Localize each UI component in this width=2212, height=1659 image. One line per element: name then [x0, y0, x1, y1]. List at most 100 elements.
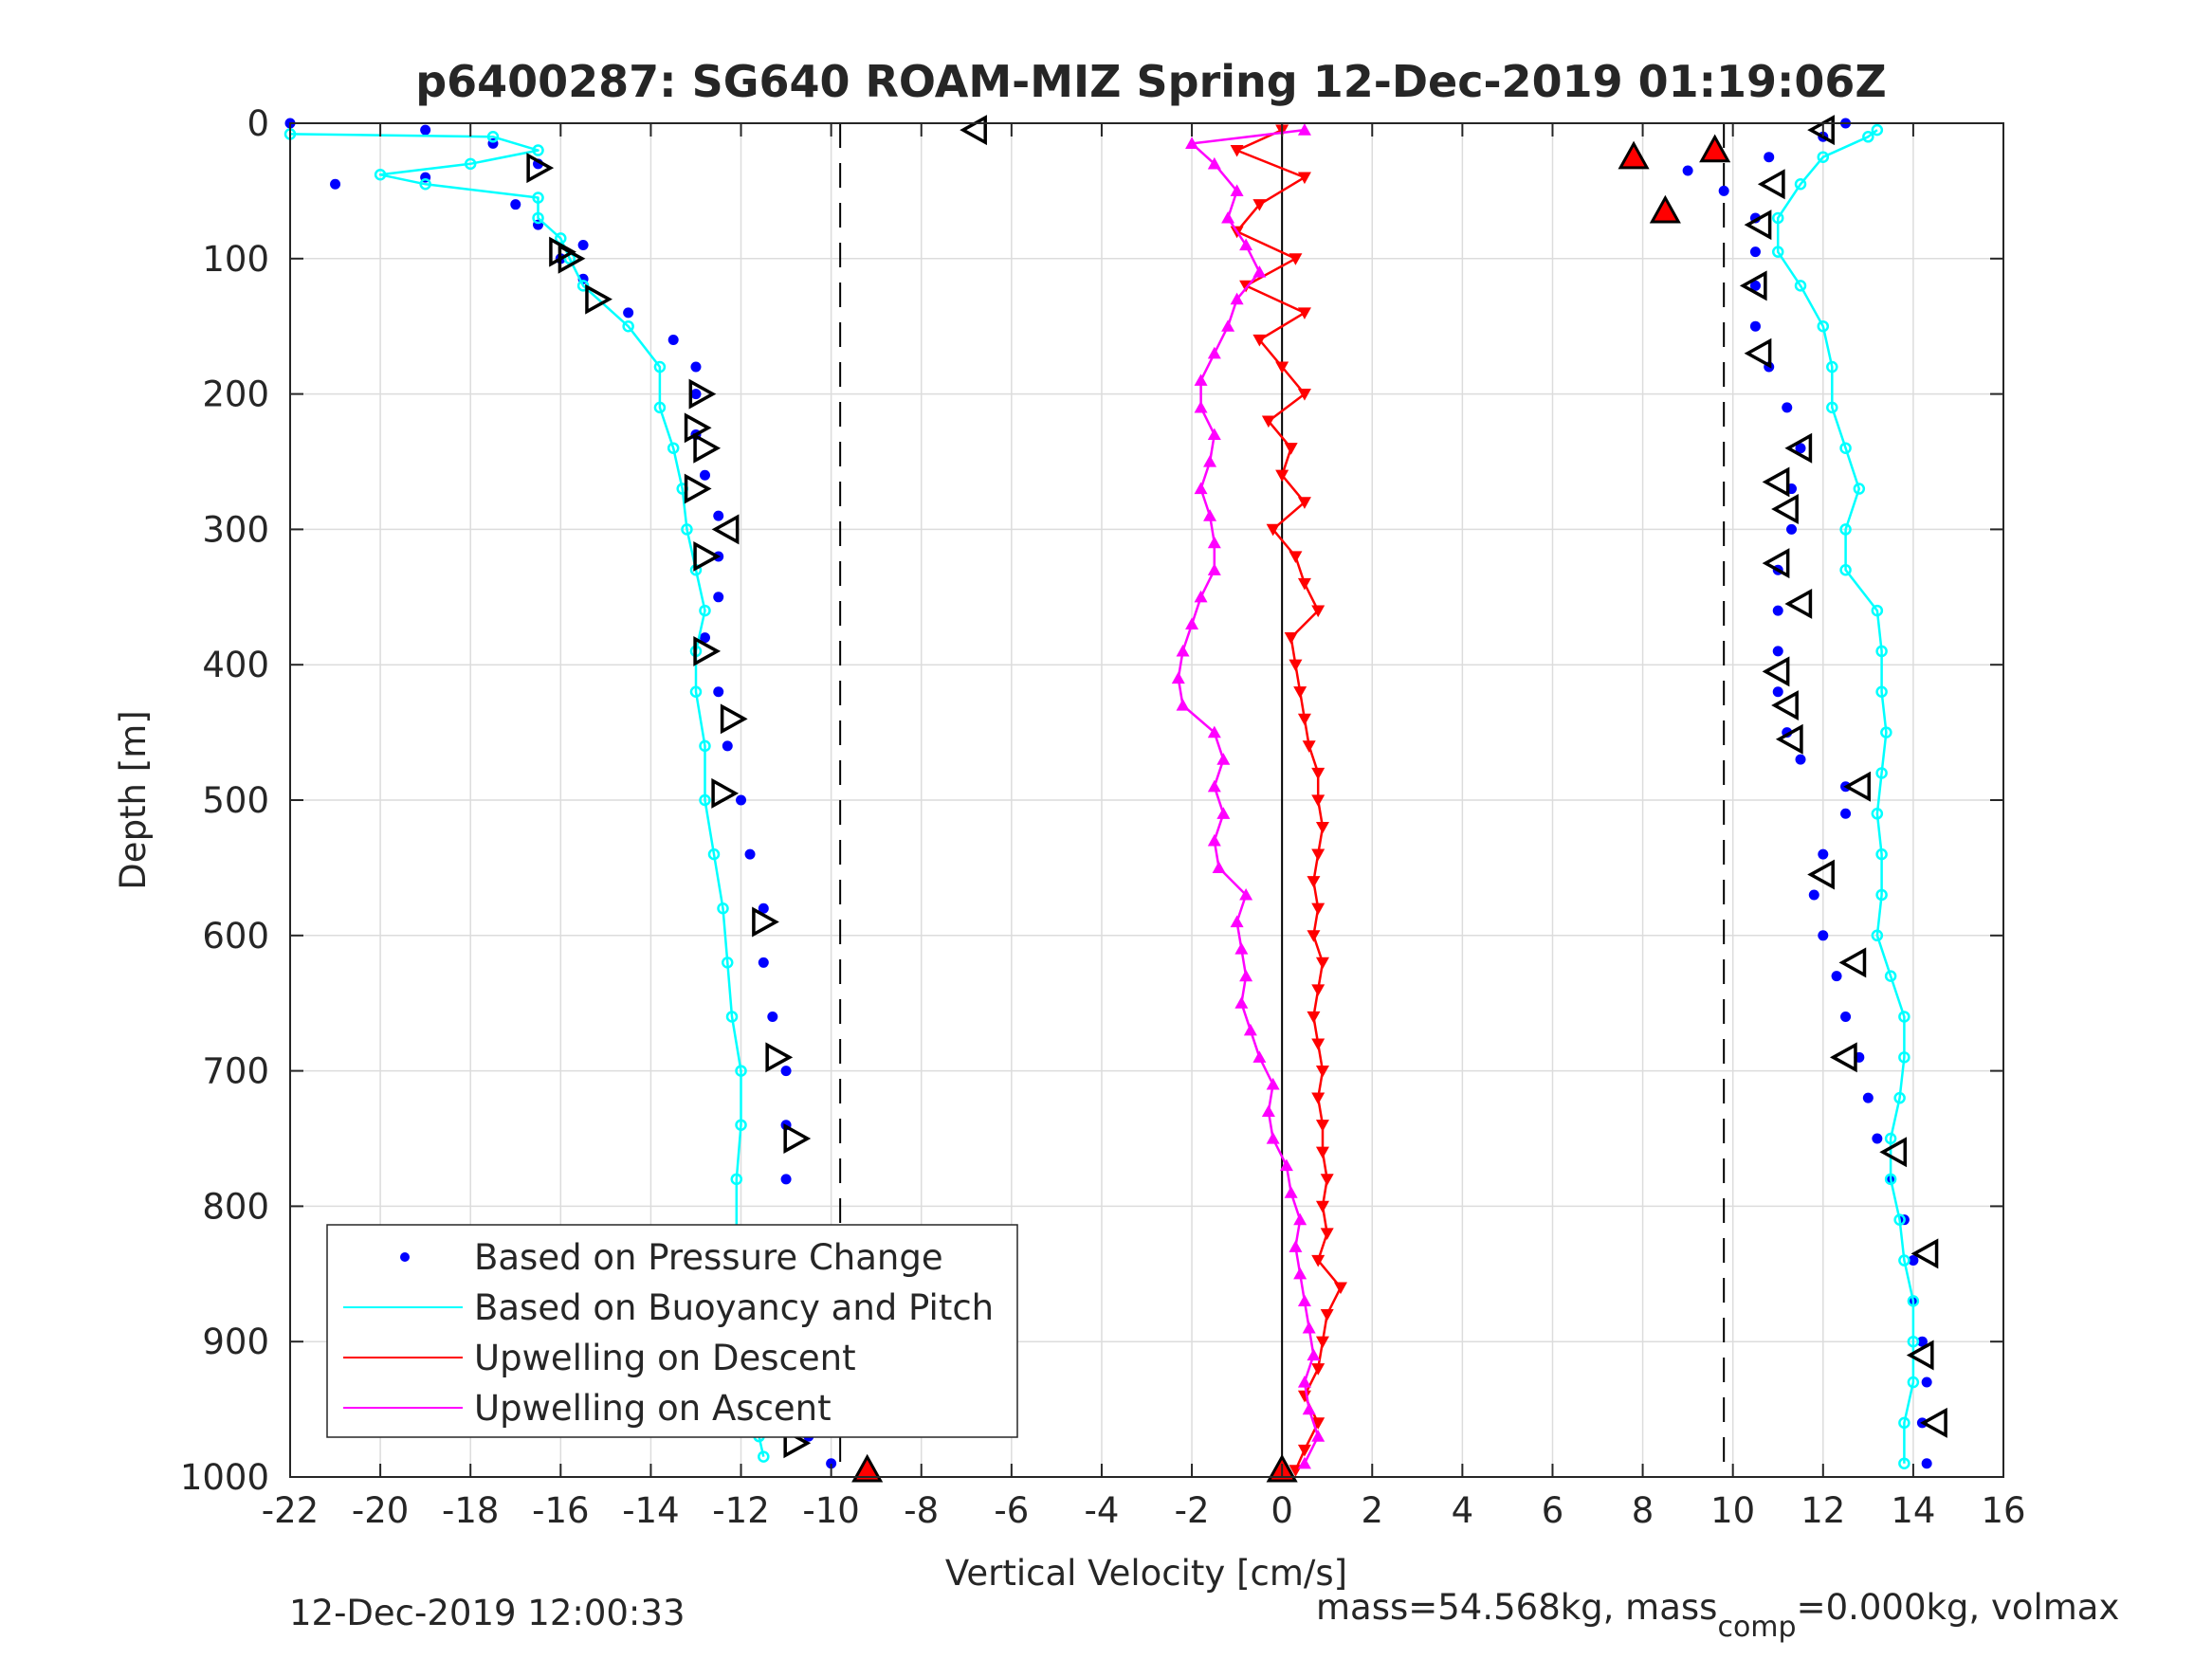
buoyancy-pitch-point	[1826, 360, 1838, 374]
buoyancy-pitch-point	[681, 523, 693, 536]
y-tick-label: 800	[202, 1186, 269, 1227]
upwelling-ascent-point	[1234, 996, 1249, 1009]
plot-area	[283, 115, 1947, 1483]
ascent-marker	[1757, 169, 1785, 200]
upwelling-descent-point	[1307, 876, 1321, 888]
upwelling-descent-point	[1289, 551, 1303, 563]
upwelling-ascent-point	[1230, 184, 1244, 196]
upwelling-descent-point	[1297, 577, 1311, 591]
upwelling-ascent-point	[1239, 969, 1253, 982]
pressure-change-point	[1749, 246, 1761, 258]
upwelling-ascent-point	[1279, 1158, 1293, 1172]
pressure-change-point	[1772, 686, 1783, 698]
pressure-change-point	[690, 389, 702, 400]
pressure-change-point	[1782, 402, 1793, 413]
buoyancy-pitch-point	[1862, 131, 1874, 143]
pressure-change-point	[690, 361, 702, 373]
pressure-change-point	[1872, 1133, 1883, 1144]
upwelling-ascent-point	[1194, 482, 1208, 495]
upwelling-ascent-point	[1297, 123, 1311, 136]
pressure-change-point	[577, 240, 589, 251]
buoyancy-pitch-point	[735, 1065, 747, 1077]
pressure-change-point	[420, 124, 431, 136]
upwelling-descent-point	[1230, 144, 1244, 157]
x-tick-label: 4	[1452, 1490, 1474, 1531]
upwelling-ascent-point	[1194, 400, 1208, 413]
buoyancy-pitch-point	[1884, 1173, 1897, 1186]
upwelling-ascent-point	[1207, 346, 1221, 359]
buoyancy-pitch-point	[1898, 1457, 1910, 1469]
buoyancy-pitch-point	[730, 1173, 743, 1186]
upwelling-descent-point	[1315, 1146, 1329, 1159]
upwelling-descent-point	[1297, 497, 1311, 509]
pressure-change-point	[758, 957, 769, 968]
x-tick-label: 10	[1710, 1490, 1755, 1531]
upwelling-descent-point	[1261, 415, 1275, 428]
upwelling-descent-point	[1311, 1254, 1325, 1267]
x-tick-label: 6	[1542, 1490, 1564, 1531]
x-tick-label: -6	[994, 1490, 1029, 1531]
x-tick-label: -16	[532, 1490, 589, 1531]
mass-rest-text: =0.000kg, volmax	[1797, 1587, 2120, 1628]
upwelling-descent-point	[1333, 1282, 1347, 1295]
upwelling-ascent-point	[1203, 509, 1217, 521]
upwelling-ascent-point	[1216, 753, 1231, 765]
buoyancy-pitch-line	[289, 133, 765, 1457]
x-axis-ticks: -22 -20 -18 -16 -14 -12 -10 -8 -6 -4 -2 0 2 4 6 8 10 12 14…	[262, 123, 2026, 1531]
descent-marker	[558, 243, 586, 274]
upwelling-ascent-point	[1230, 915, 1244, 928]
pressure-change-point	[1682, 165, 1693, 176]
x-tick-label: 0	[1271, 1490, 1293, 1531]
legend-entry-buoyancy-pitch: Based on Buoyancy and Pitch	[474, 1287, 994, 1328]
ascent-marker	[1784, 588, 1813, 619]
y-axis-label: Depth [m]	[113, 710, 154, 889]
pressure-change-point	[713, 510, 724, 521]
x-tick-label: 12	[1801, 1490, 1845, 1531]
buoyancy-pitch-point	[1875, 685, 1888, 699]
pressure-change-point	[1818, 848, 1829, 860]
pressure-change-point	[1786, 523, 1798, 535]
buoyancy-pitch-point	[725, 1011, 739, 1023]
y-tick-label: 200	[202, 374, 269, 415]
upwelling-ascent-point	[1207, 725, 1221, 738]
upwelling-descent-point	[1289, 659, 1303, 672]
upwelling-ascent-point	[1311, 1430, 1325, 1442]
upwelling-descent-point	[1302, 740, 1316, 753]
upwelling-ascent-point	[1207, 779, 1221, 793]
pressure-change-point	[510, 199, 521, 210]
y-tick-label: 400	[202, 645, 269, 685]
ascent-marker	[1762, 466, 1790, 498]
upwelling-descent-point	[1315, 1200, 1329, 1213]
buoyancy-pitch-point	[1893, 1091, 1906, 1104]
upwelling-descent-point	[1311, 1363, 1325, 1376]
buoyancy-pitch-point	[532, 191, 544, 204]
pressure-change-point	[699, 469, 710, 481]
upwelling-descent-point	[1315, 957, 1329, 970]
buoyancy-pitch-point	[667, 442, 680, 454]
buoyancy-pitch-point	[1884, 970, 1897, 982]
buoyancy-pitch-point	[699, 739, 711, 753]
upwelling-descent-point	[1311, 1038, 1325, 1051]
legend-entry-pressure-change-swatch	[400, 1252, 410, 1262]
descent-marker	[752, 906, 779, 938]
ascent-marker	[1920, 1407, 1947, 1438]
pressure-change-point	[1772, 605, 1783, 616]
upwelling-ascent-point	[1221, 319, 1235, 332]
apogee-marker	[1618, 140, 1650, 170]
upwelling-descent-point	[1284, 443, 1298, 455]
ascent-marker	[1771, 690, 1799, 721]
pressure-change-point	[713, 592, 724, 603]
buoyancy-pitch-point	[1839, 563, 1852, 576]
pressure-change-point	[1764, 152, 1775, 163]
buoyancy-pitch-point	[1839, 523, 1852, 536]
x-tick-label: 14	[1891, 1490, 1935, 1531]
buoyancy-pitch-point	[1898, 1051, 1910, 1064]
buoyancy-pitch-point	[699, 604, 711, 617]
buoyancy-pitch-point	[653, 360, 667, 374]
legend-entry-upwelling-ascent: Upwelling on Ascent	[474, 1388, 832, 1429]
buoyancy-pitch-point	[419, 178, 431, 191]
descent-marker	[693, 540, 722, 572]
y-tick-label: 500	[202, 780, 269, 821]
buoyancy-pitch-point	[758, 1450, 770, 1463]
upwelling-ascent-point	[1176, 644, 1190, 657]
